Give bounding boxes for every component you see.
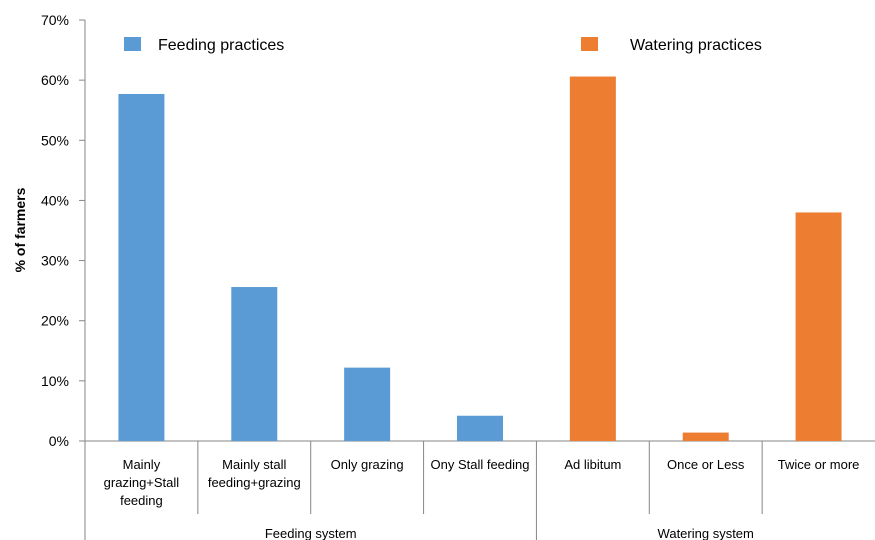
category-label: Once or Less	[667, 457, 745, 472]
category-label: Only grazing	[331, 457, 404, 472]
bar	[231, 287, 278, 441]
group-labels: Feeding system Watering system	[265, 526, 754, 540]
bar	[795, 212, 842, 441]
bar	[457, 415, 503, 441]
legend-label: Watering practices	[630, 37, 762, 54]
bar	[682, 432, 729, 441]
axes	[79, 19, 875, 540]
category-label: Mainly stall feeding+grazing	[208, 457, 301, 490]
bar	[344, 367, 391, 441]
legend-swatch	[581, 37, 598, 51]
y-axis-ticks: 0% 10% 20% 30% 40% 50% 60% 70%	[41, 12, 69, 449]
category-label: Ad libitum	[564, 457, 621, 472]
y-tick-label: 60%	[41, 72, 69, 88]
category-label: Mainly grazing+Stall feeding	[104, 457, 180, 508]
y-tick-label: 70%	[41, 12, 69, 28]
group-label: Feeding system	[265, 526, 357, 540]
category-label: Twice or more	[778, 457, 860, 472]
bar	[118, 93, 165, 442]
y-tick-label: 20%	[41, 313, 69, 329]
y-tick-label: 0%	[49, 433, 69, 449]
bars	[118, 76, 842, 442]
legend-swatch	[124, 37, 141, 51]
legend: Feeding practices Watering practices	[124, 37, 762, 54]
group-label: Watering system	[658, 526, 754, 540]
y-tick-label: 10%	[41, 373, 69, 389]
bar	[569, 76, 616, 441]
legend-label: Feeding practices	[158, 37, 284, 54]
y-tick-label: 40%	[41, 192, 69, 208]
y-tick-label: 50%	[41, 132, 69, 148]
y-tick-label: 30%	[41, 253, 69, 269]
y-axis-label: % of farmers	[12, 187, 28, 272]
category-label: Ony Stall feeding	[430, 457, 529, 472]
category-labels: Mainly grazing+Stall feeding Mainly stall fe…	[104, 457, 860, 508]
